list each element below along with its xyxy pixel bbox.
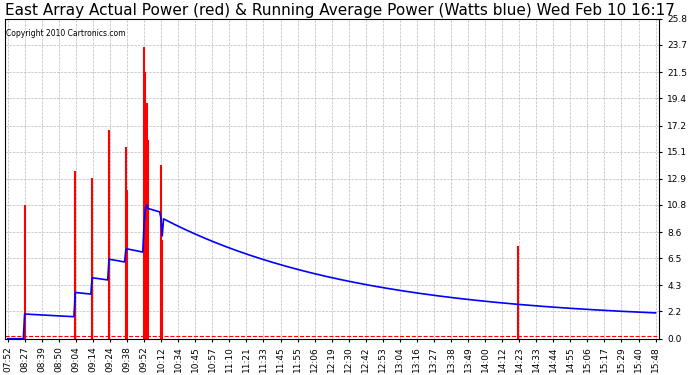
Text: East Array Actual Power (red) & Running Average Power (Watts blue) Wed Feb 10 16: East Array Actual Power (red) & Running … bbox=[5, 3, 675, 18]
Text: Copyright 2010 Cartronics.com: Copyright 2010 Cartronics.com bbox=[6, 28, 126, 38]
